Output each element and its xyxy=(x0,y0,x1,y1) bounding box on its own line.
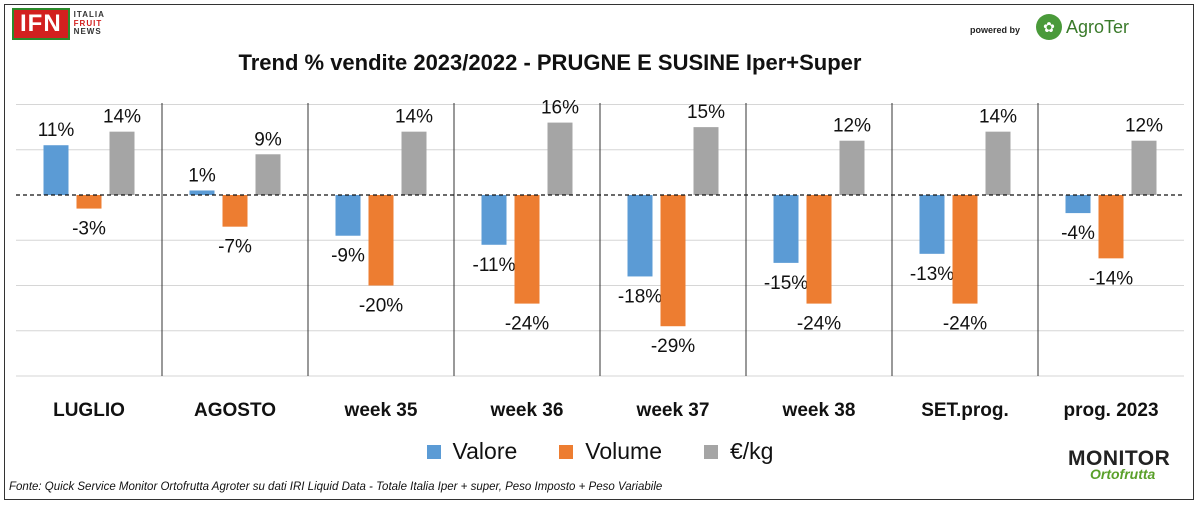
legend-item: Volume xyxy=(559,438,662,465)
bar-valore xyxy=(919,195,945,254)
data-label: 1% xyxy=(188,165,216,186)
data-label: -14% xyxy=(1089,268,1133,289)
data-label: -11% xyxy=(473,255,516,276)
data-label: 16% xyxy=(541,98,579,119)
chart-title: Trend % vendite 2023/2022 - PRUGNE E SUS… xyxy=(239,50,862,75)
source-note: Fonte: Quick Service Monitor Ortofrutta … xyxy=(9,481,663,493)
data-label: 14% xyxy=(395,107,433,128)
bar-volume xyxy=(76,195,102,209)
leaf-icon: ✿ xyxy=(1036,14,1062,40)
category-label: week 37 xyxy=(636,400,710,421)
bar-kg xyxy=(255,154,281,195)
category-label: SET.prog. xyxy=(921,400,1009,421)
data-label: -9% xyxy=(331,246,365,267)
data-label: 11% xyxy=(38,120,75,141)
category-label: prog. 2023 xyxy=(1063,400,1158,421)
chart-frame xyxy=(4,4,1194,500)
legend-label: €/kg xyxy=(730,438,774,464)
data-label: 12% xyxy=(1125,116,1163,137)
data-label: 9% xyxy=(254,129,282,150)
bar-volume xyxy=(1098,195,1124,259)
bar-kg xyxy=(985,131,1011,195)
data-label: -13% xyxy=(910,264,954,285)
category-label: week 38 xyxy=(782,400,856,421)
data-label: -15% xyxy=(764,273,808,294)
data-label: -7% xyxy=(218,237,252,258)
bar-volume xyxy=(514,195,540,304)
bar-volume xyxy=(806,195,832,304)
ifn-logo: IFN ITALIA FRUIT NEWS xyxy=(14,10,105,38)
legend-swatch xyxy=(559,444,574,459)
bar-volume xyxy=(952,195,978,304)
data-label: -18% xyxy=(618,286,662,307)
bar-volume xyxy=(222,195,248,227)
data-label: 14% xyxy=(103,107,141,128)
bar-kg xyxy=(109,131,135,195)
bar-volume xyxy=(660,195,686,327)
data-label: -24% xyxy=(943,314,987,335)
category-label: week 35 xyxy=(344,400,418,421)
data-label: -4% xyxy=(1061,223,1095,244)
legend-label: Valore xyxy=(452,438,518,464)
bar-kg xyxy=(547,122,573,195)
monitor-logo-top: MONITOR xyxy=(1068,447,1171,470)
powered-by-label: powered by xyxy=(970,25,1021,35)
bar-volume xyxy=(368,195,394,286)
data-label: -20% xyxy=(359,296,403,317)
legend-item: Valore xyxy=(426,438,518,465)
chart-legend: Valore Volume €/kg xyxy=(0,438,1200,465)
category-label: LUGLIO xyxy=(53,400,125,421)
ifn-logo-mark: IFN xyxy=(14,10,68,38)
legend-label: Volume xyxy=(585,438,662,464)
data-label: 15% xyxy=(687,102,725,123)
monitor-ortofrutta-logo: MONITOR Ortofrutta xyxy=(1068,448,1170,481)
bar-kg xyxy=(1131,140,1157,195)
bar-valore xyxy=(1065,195,1091,214)
data-label: 12% xyxy=(833,116,871,137)
data-label: -24% xyxy=(505,314,549,335)
bar-valore xyxy=(189,190,215,195)
bar-kg xyxy=(839,140,865,195)
bar-kg xyxy=(693,127,719,195)
bar-valore xyxy=(481,195,507,245)
legend-swatch xyxy=(426,444,441,459)
category-label: week 36 xyxy=(490,400,564,421)
data-label: 14% xyxy=(979,107,1017,128)
bar-valore xyxy=(43,145,69,195)
data-label: -29% xyxy=(651,336,695,357)
bar-valore xyxy=(335,195,361,236)
bar-valore xyxy=(627,195,653,277)
agroter-name: AgroTer xyxy=(1066,16,1130,37)
bar-kg xyxy=(401,131,427,195)
monitor-logo-bottom: Ortofrutta xyxy=(1090,466,1156,482)
legend-swatch xyxy=(704,444,718,459)
bar-valore xyxy=(773,195,799,263)
ifn-logo-subtitle: ITALIA FRUIT NEWS xyxy=(73,10,105,37)
agroter-logo: ✿ AgroTer xyxy=(1036,14,1129,40)
legend-item: €/kg xyxy=(704,438,773,465)
category-label: AGOSTO xyxy=(194,400,276,421)
data-label: -3% xyxy=(72,219,106,240)
data-label: -24% xyxy=(797,314,841,335)
